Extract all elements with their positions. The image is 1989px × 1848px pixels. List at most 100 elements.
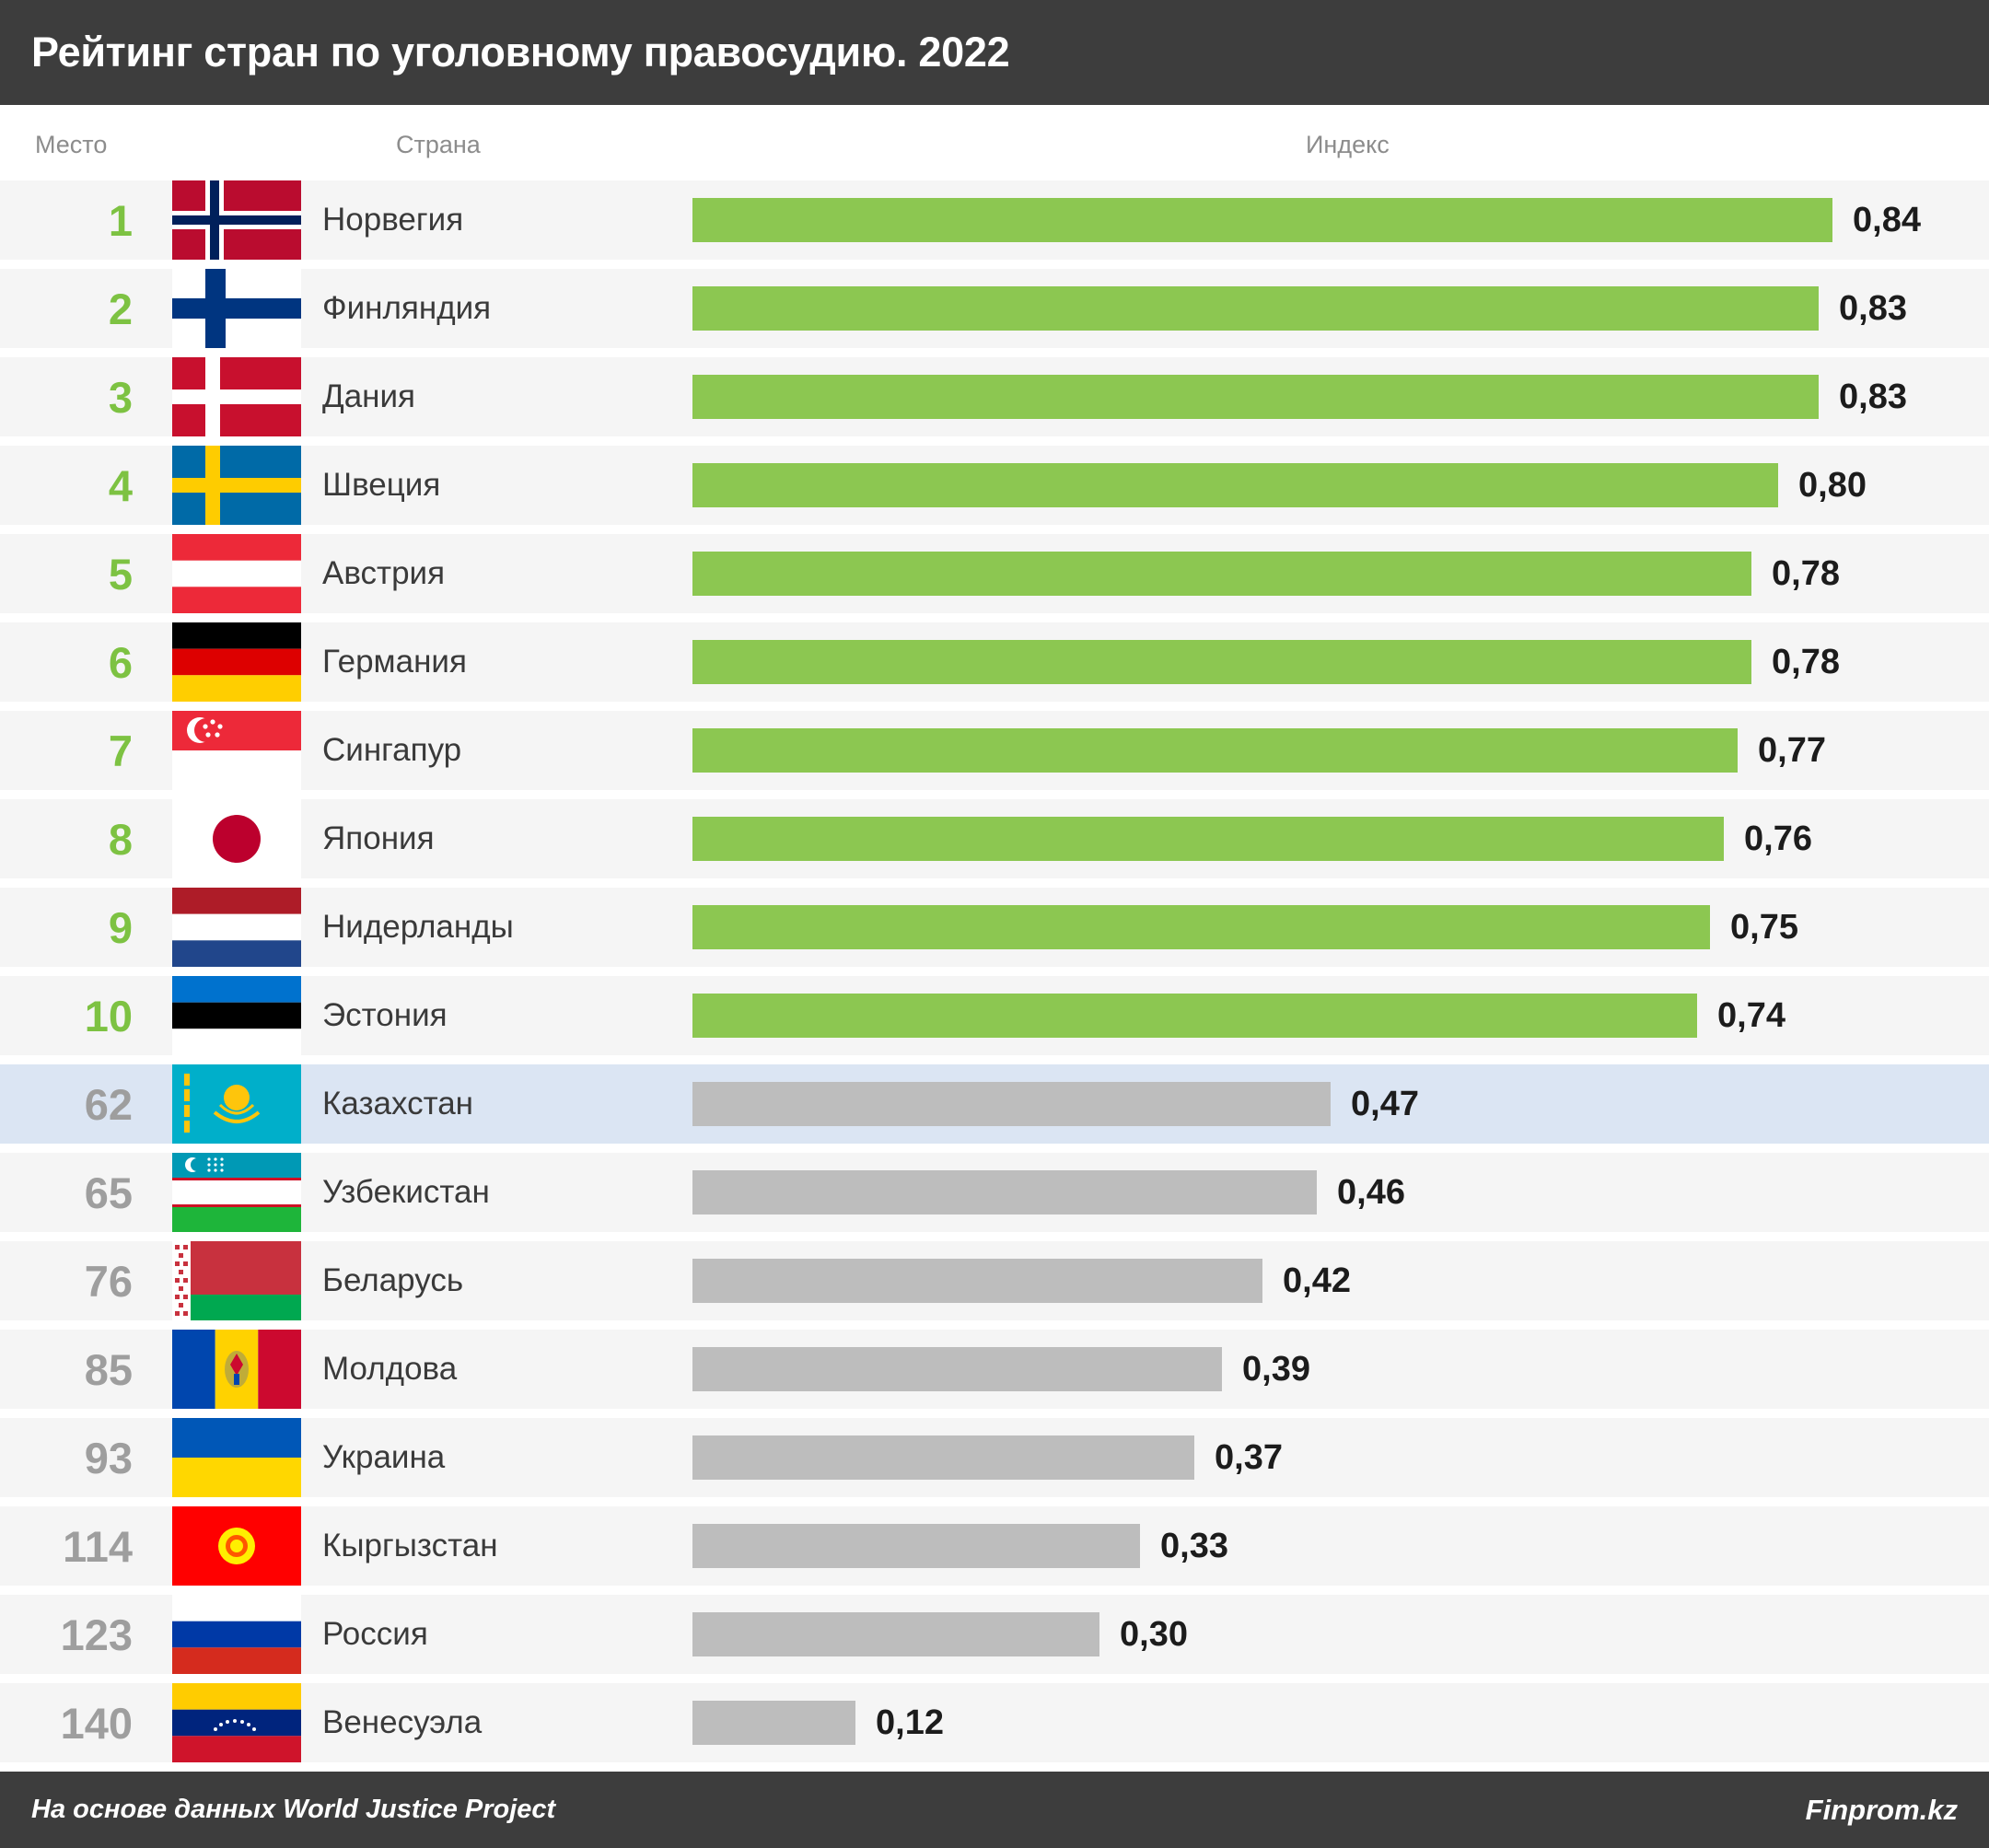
flag-kg-icon — [172, 1506, 301, 1586]
flag-ee-icon — [172, 976, 301, 1055]
country-name: Россия — [322, 1616, 428, 1652]
table-row: 5 Австрия 0,78 — [0, 534, 1989, 613]
table-row: 7 Сингапур 0,77 — [0, 711, 1989, 790]
flag-sg-icon — [172, 711, 301, 790]
table-row: 123 Россия 0,30 — [0, 1595, 1989, 1674]
index-bar — [692, 463, 1778, 507]
country-name: Швеция — [322, 467, 441, 503]
flag-cell — [171, 1418, 302, 1497]
table-row: 85 Молдова 0,39 — [0, 1330, 1989, 1409]
index-bar — [692, 1259, 1262, 1303]
column-header-index: Индекс — [1306, 131, 1390, 158]
index-bar-cell: 0,30 — [692, 1595, 1989, 1674]
index-bar — [692, 1082, 1331, 1126]
rank-value: 85 — [84, 1344, 133, 1394]
index-value-label: 0,37 — [1215, 1437, 1283, 1477]
index-bar-cell: 0,46 — [692, 1153, 1989, 1232]
table-row: 8 Япония 0,76 — [0, 799, 1989, 878]
table-row: 3 Дания 0,83 — [0, 357, 1989, 436]
flag-kz-icon — [172, 1064, 301, 1144]
index-bar — [692, 640, 1751, 684]
flag-cell — [171, 622, 302, 702]
index-bar — [692, 286, 1819, 331]
table-row: 114 Кыргызстан 0,33 — [0, 1506, 1989, 1586]
rank-value: 1 — [108, 195, 133, 245]
country-name: Финляндия — [322, 290, 492, 326]
page-title: Рейтинг стран по уголовному правосудию. … — [31, 29, 1010, 76]
country-name: Узбекистан — [322, 1174, 490, 1210]
index-value-label: 0,75 — [1730, 907, 1798, 947]
rank-value: 76 — [84, 1256, 133, 1306]
ranking-table: 1 Норвегия 0,84 2 Финляндия 0,83 3 Дания 0,83… — [0, 180, 1989, 1772]
footer-source-text: На основе данных World Justice Project — [31, 1795, 556, 1824]
index-bar — [692, 1701, 855, 1745]
index-bar-cell: 0,78 — [692, 534, 1989, 613]
country-name: Япония — [322, 820, 435, 856]
index-bar — [692, 552, 1751, 596]
footer-bar: На основе данных World Justice Project F… — [0, 1772, 1989, 1848]
index-bar-cell: 0,84 — [692, 180, 1989, 260]
flag-se-icon — [172, 446, 301, 525]
index-value-label: 0,76 — [1744, 819, 1812, 858]
flag-by-icon — [172, 1241, 301, 1320]
flag-nl-icon — [172, 888, 301, 967]
index-bar — [692, 1524, 1140, 1568]
flag-cell — [171, 1064, 302, 1144]
table-row: 76 — [0, 1241, 1989, 1320]
column-header-country: Страна — [396, 131, 481, 158]
table-row: 9 Нидерланды 0,75 — [0, 888, 1989, 967]
table-row: 140 Венесуэла 0,12 — [0, 1683, 1989, 1762]
index-value-label: 0,47 — [1351, 1084, 1419, 1123]
index-value-label: 0,83 — [1839, 288, 1907, 328]
flag-cell — [171, 976, 302, 1055]
rank-value: 5 — [108, 549, 133, 599]
table-row: 62 Казахстан 0,47 — [0, 1064, 1989, 1144]
table-row: 10 Эстония 0,74 — [0, 976, 1989, 1055]
index-bar-cell: 0,75 — [692, 888, 1989, 967]
flag-ua-icon — [172, 1418, 301, 1497]
country-name: Эстония — [322, 997, 448, 1033]
index-bar — [692, 817, 1724, 861]
country-name: Молдова — [322, 1351, 458, 1387]
index-bar-cell: 0,80 — [692, 446, 1989, 525]
country-name: Дания — [322, 378, 416, 414]
index-bar — [692, 1170, 1317, 1215]
table-row: 2 Финляндия 0,83 — [0, 269, 1989, 348]
index-bar-cell: 0,33 — [692, 1506, 1989, 1586]
index-value-label: 0,78 — [1772, 642, 1840, 681]
index-value-label: 0,77 — [1758, 730, 1826, 770]
flag-md-icon — [172, 1330, 301, 1409]
table-row: 93 Украина 0,37 — [0, 1418, 1989, 1497]
rank-value: 8 — [108, 814, 133, 864]
flag-de-icon — [172, 622, 301, 702]
flag-cell — [171, 711, 302, 790]
table-row: 6 Германия 0,78 — [0, 622, 1989, 702]
flag-cell — [171, 1153, 302, 1232]
index-value-label: 0,39 — [1242, 1349, 1310, 1389]
index-value-label: 0,42 — [1283, 1261, 1351, 1300]
rank-value: 2 — [108, 284, 133, 333]
index-bar — [692, 994, 1697, 1038]
index-bar-cell: 0,74 — [692, 976, 1989, 1055]
flag-dk-icon — [172, 357, 301, 436]
flag-ru-icon — [172, 1595, 301, 1674]
column-header-row: Место Страна Индекс — [0, 105, 1989, 180]
flag-cell — [171, 446, 302, 525]
country-name: Сингапур — [322, 732, 462, 768]
table-row: 1 Норвегия 0,84 — [0, 180, 1989, 260]
rank-value: 6 — [108, 637, 133, 687]
flag-cell — [171, 534, 302, 613]
index-bar-cell: 0,76 — [692, 799, 1989, 878]
index-bar — [692, 375, 1819, 419]
index-bar-cell: 0,83 — [692, 269, 1989, 348]
flag-cell — [171, 180, 302, 260]
index-value-label: 0,12 — [876, 1703, 944, 1742]
flag-cell — [171, 269, 302, 348]
index-value-label: 0,83 — [1839, 377, 1907, 416]
country-name: Венесуэла — [322, 1704, 483, 1740]
index-value-label: 0,30 — [1120, 1614, 1188, 1654]
flag-ve-icon — [172, 1683, 301, 1762]
flag-cell — [171, 1595, 302, 1674]
index-bar-cell: 0,39 — [692, 1330, 1989, 1409]
